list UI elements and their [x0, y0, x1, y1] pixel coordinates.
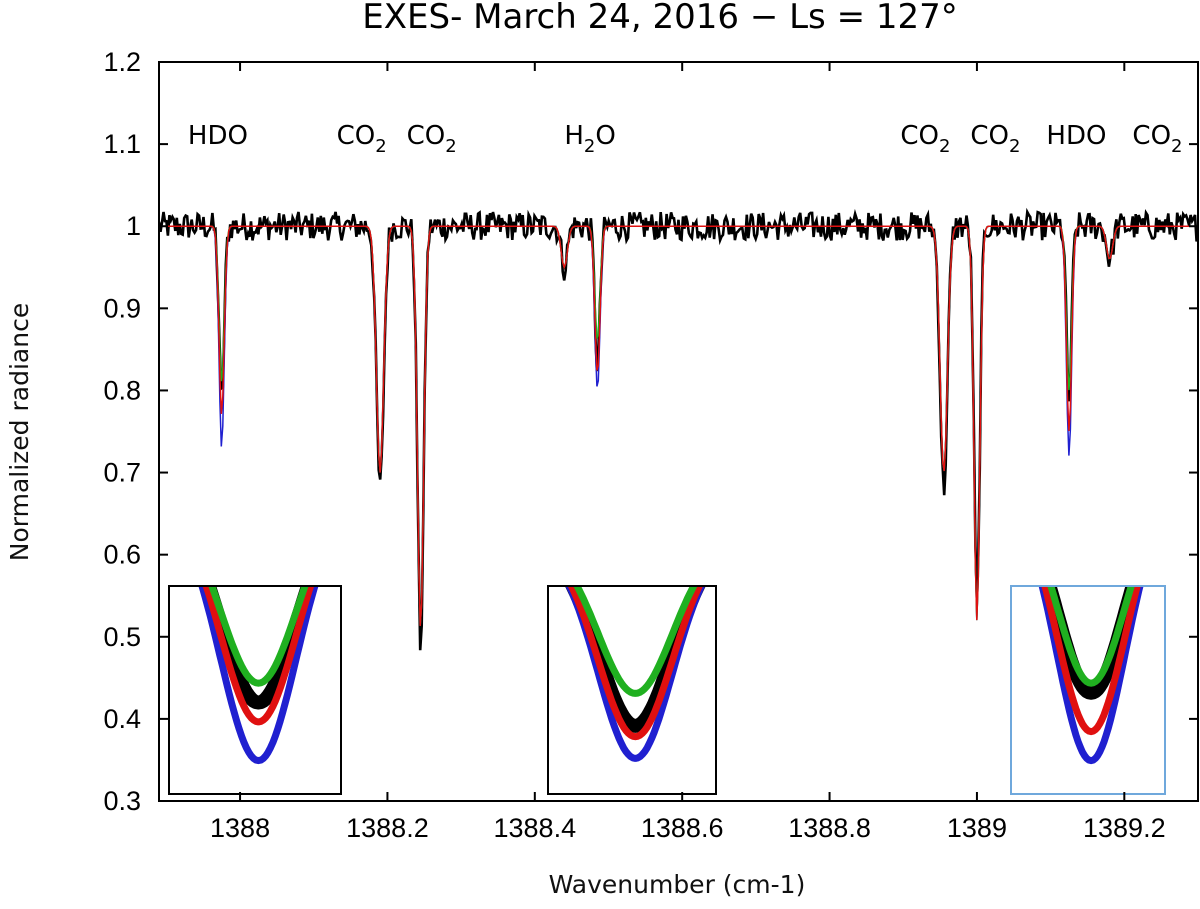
y-tick-label: 0.6 — [103, 540, 141, 570]
species-label: HDO — [1046, 121, 1106, 151]
y-tick-label: 0.4 — [103, 704, 141, 734]
series-blue-line — [159, 225, 1198, 626]
zoom-inset — [547, 585, 717, 795]
inset-series-green — [573, 586, 698, 697]
species-label: H2O — [564, 121, 615, 157]
y-tick-label: 0.8 — [103, 375, 141, 405]
inset-series-red — [202, 586, 315, 726]
y-tick-label: 0.9 — [103, 293, 141, 323]
species-label: CO2 — [970, 121, 1020, 157]
inset-series-red — [567, 586, 704, 741]
zoom-inset — [168, 585, 342, 795]
y-axis-label: Normalized radiance — [5, 303, 34, 561]
plot-frame — [158, 61, 1199, 802]
x-tick-label: 1388.6 — [641, 813, 724, 843]
inset-series-red — [1041, 586, 1141, 736]
inset-series-green — [208, 586, 309, 687]
zoom-inset — [1010, 585, 1166, 795]
series-red-line — [159, 225, 1198, 626]
inset-frame — [1010, 585, 1166, 795]
series-observed-line — [159, 207, 1198, 651]
species-label: HDO — [188, 121, 248, 151]
inset-series-blue — [1038, 586, 1144, 765]
inset-frame — [547, 585, 717, 795]
inset-series-green — [1047, 586, 1135, 687]
species-label: CO2 — [407, 121, 457, 157]
chart-title: EXES- March 24, 2016 − Ls = 127° — [362, 0, 958, 37]
species-label: CO2 — [337, 121, 387, 157]
inset-series-observed — [564, 586, 706, 733]
species-label: CO2 — [1132, 121, 1182, 157]
x-tick-label: 1388.2 — [346, 813, 429, 843]
inset-series-blue — [198, 586, 319, 765]
y-tick-label: 1.1 — [103, 129, 141, 159]
x-tick-label: 1388 — [210, 813, 270, 843]
y-tick-label: 1 — [126, 211, 141, 241]
species-label: CO2 — [900, 121, 950, 157]
x-tick-label: 1388.8 — [788, 813, 871, 843]
x-tick-label: 1389.2 — [1083, 813, 1166, 843]
y-tick-label: 0.5 — [103, 622, 141, 652]
y-tick-label: 0.7 — [103, 458, 141, 488]
x-tick-label: 1389 — [947, 813, 1007, 843]
inset-frame — [168, 585, 342, 795]
y-tick-label: 0.3 — [103, 786, 141, 816]
x-axis-label: Wavenumber (cm-1) — [549, 870, 806, 899]
series-green-line — [159, 225, 1198, 626]
inset-series-observed — [1042, 586, 1140, 700]
x-tick-label: 1388.4 — [494, 813, 577, 843]
inset-series-observed — [201, 586, 316, 710]
y-tick-label: 1.2 — [103, 47, 141, 77]
